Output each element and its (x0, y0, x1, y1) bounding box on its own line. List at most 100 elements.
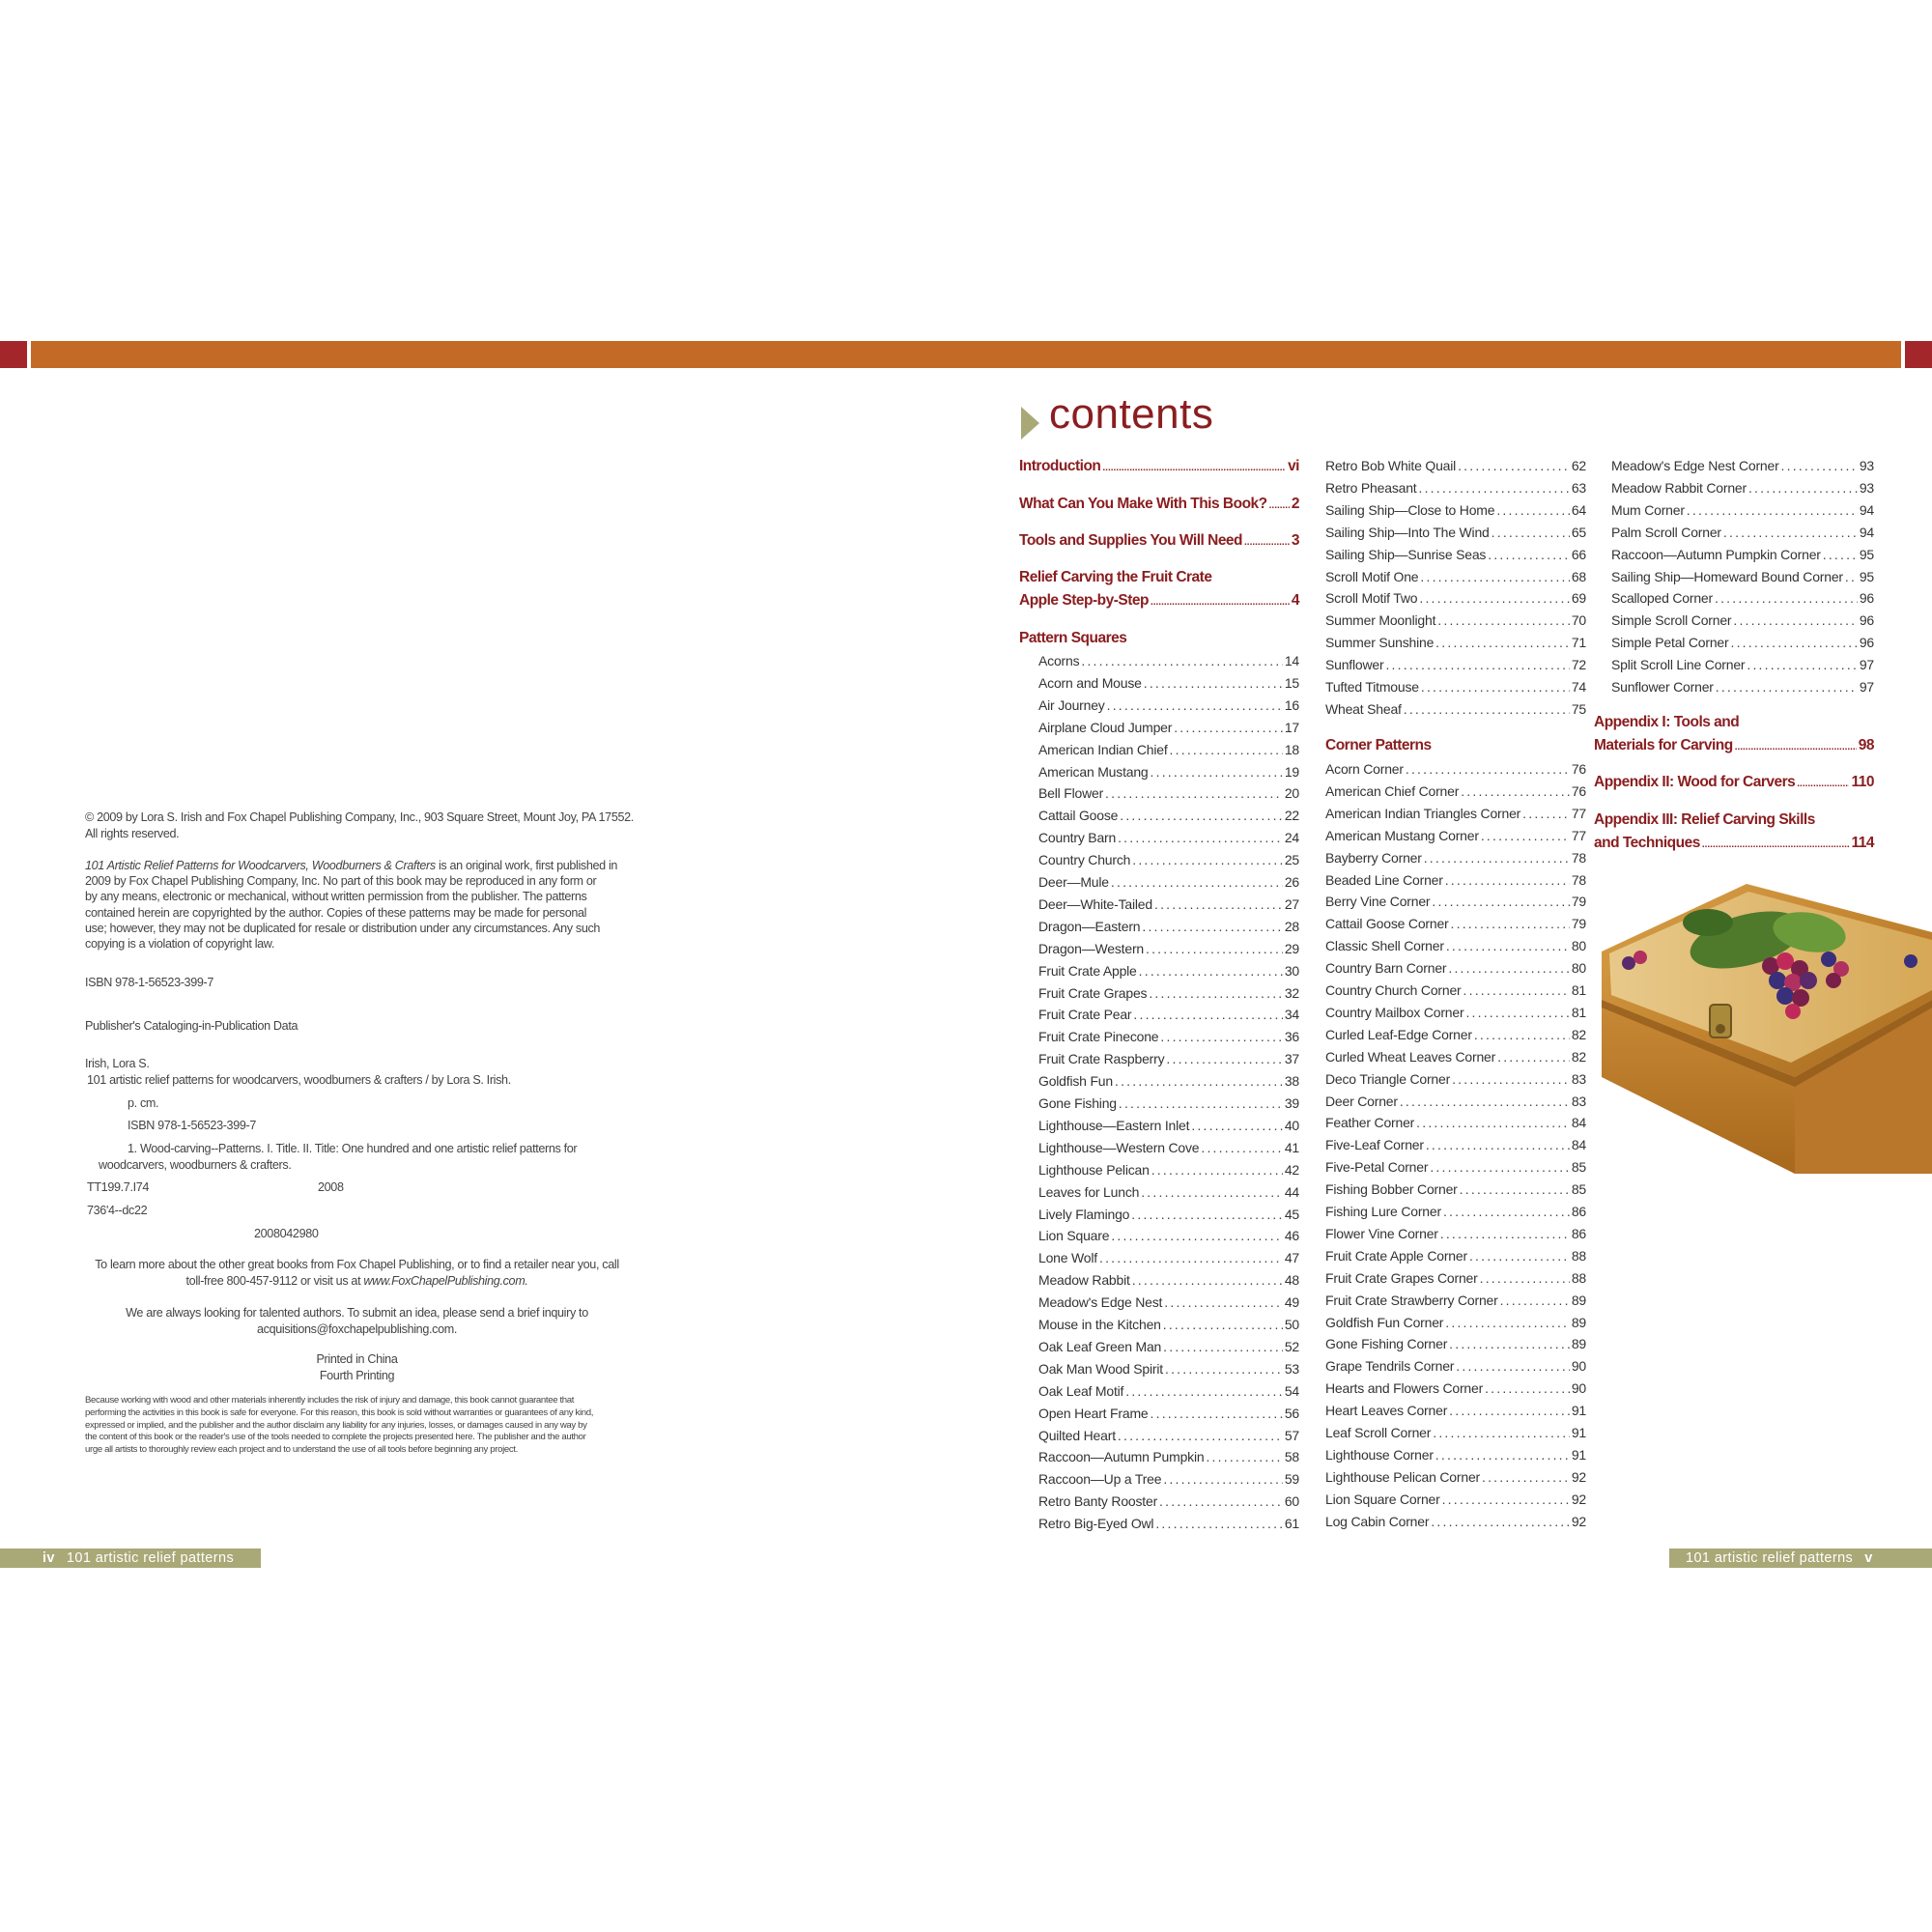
toc-entry[interactable]: Berry Vine Corner.......................… (1325, 892, 1586, 911)
toc-entry[interactable]: Sailing Ship—Sunrise Seas...............… (1325, 545, 1586, 564)
toc-entry[interactable]: Acorns..................................… (1038, 651, 1299, 670)
toc-entry[interactable]: Bell Flower.............................… (1038, 783, 1299, 803)
toc-entry[interactable]: Sailing Ship—Into The Wind..............… (1325, 523, 1586, 542)
toc-entry[interactable]: Lively Flamingo.........................… (1038, 1205, 1299, 1224)
toc-entry[interactable]: Hearts and Flowers Corner...............… (1325, 1378, 1586, 1398)
toc-entry[interactable]: Curled Leaf-Edge Corner.................… (1325, 1025, 1586, 1044)
toc-entry[interactable]: Fishing Lure Corner.....................… (1325, 1202, 1586, 1221)
toc-entry[interactable]: Gone Fishing............................… (1038, 1094, 1299, 1113)
toc-entry[interactable]: Scroll Motif One........................… (1325, 567, 1586, 586)
toc-entry[interactable]: Curled Wheat Leaves Corner..............… (1325, 1047, 1586, 1066)
toc-entry[interactable]: Meadow's Edge Nest......................… (1038, 1293, 1299, 1312)
toc-entry[interactable]: Meadow Rabbit...........................… (1038, 1270, 1299, 1290)
toc-entry[interactable]: American Mustang Corner.................… (1325, 826, 1586, 845)
toc-entry[interactable]: Fruit Crate Grapes......................… (1038, 983, 1299, 1003)
toc-entry[interactable]: Sunflower Corner........................… (1611, 677, 1874, 696)
toc-entry[interactable]: Mouse in the Kitchen....................… (1038, 1315, 1299, 1334)
toc-entry[interactable]: Sailing Ship—Homeward Bound Corner......… (1611, 567, 1874, 586)
toc-entry[interactable]: Raccoon—Autumn Pumpkin..................… (1038, 1447, 1299, 1466)
toc-entry[interactable]: and Techniques..........................… (1594, 834, 1874, 855)
toc-entry[interactable]: Classic Shell Corner....................… (1325, 936, 1586, 955)
toc-entry[interactable]: Retro Banty Rooster.....................… (1038, 1492, 1299, 1511)
toc-entry[interactable]: Lion Square.............................… (1038, 1226, 1299, 1245)
toc-entry[interactable]: Log Cabin Corner........................… (1325, 1512, 1586, 1531)
toc-entry[interactable]: Country Mailbox Corner..................… (1325, 1003, 1586, 1022)
toc-entry[interactable]: Dragon—Eastern..........................… (1038, 917, 1299, 936)
toc-entry[interactable]: Retro Bob White Quail...................… (1325, 456, 1586, 475)
toc-entry[interactable]: Fruit Crate Grapes Corner...............… (1325, 1268, 1586, 1288)
toc-entry[interactable]: Deer Corner.............................… (1325, 1092, 1586, 1111)
toc-entry[interactable]: Cattail Goose Corner....................… (1325, 914, 1586, 933)
toc-entry[interactable]: Leaves for Lunch........................… (1038, 1182, 1299, 1202)
toc-entry[interactable]: Lion Square Corner......................… (1325, 1490, 1586, 1509)
toc-entry[interactable]: Lighthouse Pelican......................… (1038, 1160, 1299, 1179)
toc-entry[interactable]: Retro Pheasant..........................… (1325, 478, 1586, 497)
toc-entry[interactable]: Air Journey.............................… (1038, 696, 1299, 715)
toc-entry[interactable]: Goldfish Fun Corner.....................… (1325, 1313, 1586, 1332)
toc-entry[interactable]: Lighthouse—Western Cove.................… (1038, 1138, 1299, 1157)
toc-entry[interactable]: Acorn and Mouse.........................… (1038, 673, 1299, 693)
toc-entry[interactable]: Materials for Carving...................… (1594, 736, 1875, 757)
toc-entry[interactable]: Oak Leaf Motif..........................… (1038, 1381, 1299, 1401)
toc-entry[interactable]: Quilted Heart...........................… (1038, 1426, 1299, 1445)
toc-entry[interactable]: Raccoon—Autumn Pumpkin Corner...........… (1611, 545, 1874, 564)
toc-entry[interactable]: Fruit Crate Pear........................… (1038, 1005, 1299, 1024)
toc-entry[interactable]: Fruit Crate Apple.......................… (1038, 961, 1299, 980)
acquisitions-email[interactable]: acquisitions@foxchapelpublishing.com. (256, 1322, 458, 1336)
toc-entry[interactable]: Country Church Corner...................… (1325, 980, 1586, 1000)
toc-entry[interactable]: Introduction............................… (1019, 457, 1299, 478)
toc-entry[interactable]: Split Scroll Line Corner................… (1611, 655, 1874, 674)
toc-entry[interactable]: Fruit Crate Apple Corner................… (1325, 1246, 1586, 1265)
toc-entry[interactable]: Tools and Supplies You Will Need........… (1019, 531, 1300, 553)
toc-entry[interactable]: Open Heart Frame........................… (1038, 1404, 1299, 1423)
toc-entry[interactable]: American Mustang........................… (1038, 762, 1299, 781)
toc-entry[interactable]: Lighthouse Pelican Corner...............… (1325, 1467, 1586, 1487)
toc-entry[interactable]: Meadow's Edge Nest Corner...............… (1611, 456, 1874, 475)
toc-entry[interactable]: Scalloped Corner........................… (1611, 588, 1874, 608)
toc-entry[interactable]: Country Barn............................… (1038, 828, 1299, 847)
toc-entry[interactable]: Bayberry Corner.........................… (1325, 848, 1586, 867)
toc-entry[interactable]: Summer Moonlight........................… (1325, 611, 1586, 630)
toc-entry[interactable]: Feather Corner..........................… (1325, 1113, 1586, 1132)
toc-entry[interactable]: Five-Petal Corner.......................… (1325, 1157, 1586, 1177)
toc-entry[interactable]: Fruit Crate Strawberry Corner...........… (1325, 1291, 1586, 1310)
website-link[interactable]: www.FoxChapelPublishing.com. (363, 1274, 528, 1288)
toc-entry[interactable]: Lone Wolf...............................… (1038, 1248, 1299, 1267)
toc-entry[interactable]: Fruit Crate Pinecone....................… (1038, 1027, 1299, 1046)
toc-entry[interactable]: Sunflower...............................… (1325, 655, 1586, 674)
toc-entry[interactable]: Scroll Motif Two........................… (1325, 588, 1586, 608)
toc-entry[interactable]: Simple Scroll Corner....................… (1611, 611, 1874, 630)
toc-entry[interactable]: Leaf Scroll Corner......................… (1325, 1423, 1586, 1442)
toc-entry[interactable]: Grape Tendrils Corner...................… (1325, 1356, 1586, 1376)
toc-entry[interactable]: What Can You Make With This Book?.......… (1019, 495, 1300, 516)
toc-entry[interactable]: Oak Man Wood Spirit.....................… (1038, 1359, 1299, 1378)
toc-entry[interactable]: Beaded Line Corner......................… (1325, 870, 1586, 890)
toc-entry[interactable]: Lighthouse Corner.......................… (1325, 1445, 1586, 1464)
toc-entry[interactable]: Simple Petal Corner.....................… (1611, 633, 1874, 652)
toc-entry[interactable]: Fruit Crate Raspberry...................… (1038, 1049, 1299, 1068)
toc-entry[interactable]: Fishing Bobber Corner...................… (1325, 1179, 1586, 1199)
toc-entry[interactable]: Oak Leaf Green Man......................… (1038, 1337, 1299, 1356)
toc-entry[interactable]: Meadow Rabbit Corner....................… (1611, 478, 1874, 497)
toc-entry[interactable]: Apple Step-by-Step......................… (1019, 591, 1300, 612)
toc-entry[interactable]: Gone Fishing Corner.....................… (1325, 1334, 1586, 1353)
toc-entry[interactable]: Mum Corner..............................… (1611, 500, 1874, 520)
toc-entry[interactable]: Sailing Ship—Close to Home..............… (1325, 500, 1586, 520)
toc-entry[interactable]: Lighthouse—Eastern Inlet................… (1038, 1116, 1299, 1135)
toc-entry[interactable]: American Indian Triangles Corner........… (1325, 804, 1586, 823)
toc-entry[interactable]: Flower Vine Corner......................… (1325, 1224, 1586, 1243)
toc-entry[interactable]: Cattail Goose...........................… (1038, 806, 1299, 825)
toc-entry[interactable]: American Indian Chief...................… (1038, 740, 1299, 759)
toc-entry[interactable]: Palm Scroll Corner......................… (1611, 523, 1874, 542)
toc-entry[interactable]: Deer—White-Tailed.......................… (1038, 895, 1299, 914)
toc-entry[interactable]: Deer—Mule...............................… (1038, 872, 1299, 892)
toc-entry[interactable]: Acorn Corner............................… (1325, 759, 1586, 779)
toc-entry[interactable]: Five-Leaf Corner........................… (1325, 1135, 1586, 1154)
toc-entry[interactable]: Raccoon—Up a Tree.......................… (1038, 1469, 1299, 1489)
toc-entry[interactable]: Goldfish Fun............................… (1038, 1071, 1299, 1091)
toc-entry[interactable]: Country Church..........................… (1038, 850, 1299, 869)
toc-entry[interactable]: Dragon—Western..........................… (1038, 939, 1299, 958)
toc-entry[interactable]: American Chief Corner...................… (1325, 781, 1586, 801)
toc-entry[interactable]: Tufted Titmouse.........................… (1325, 677, 1586, 696)
toc-entry[interactable]: Summer Sunshine.........................… (1325, 633, 1586, 652)
